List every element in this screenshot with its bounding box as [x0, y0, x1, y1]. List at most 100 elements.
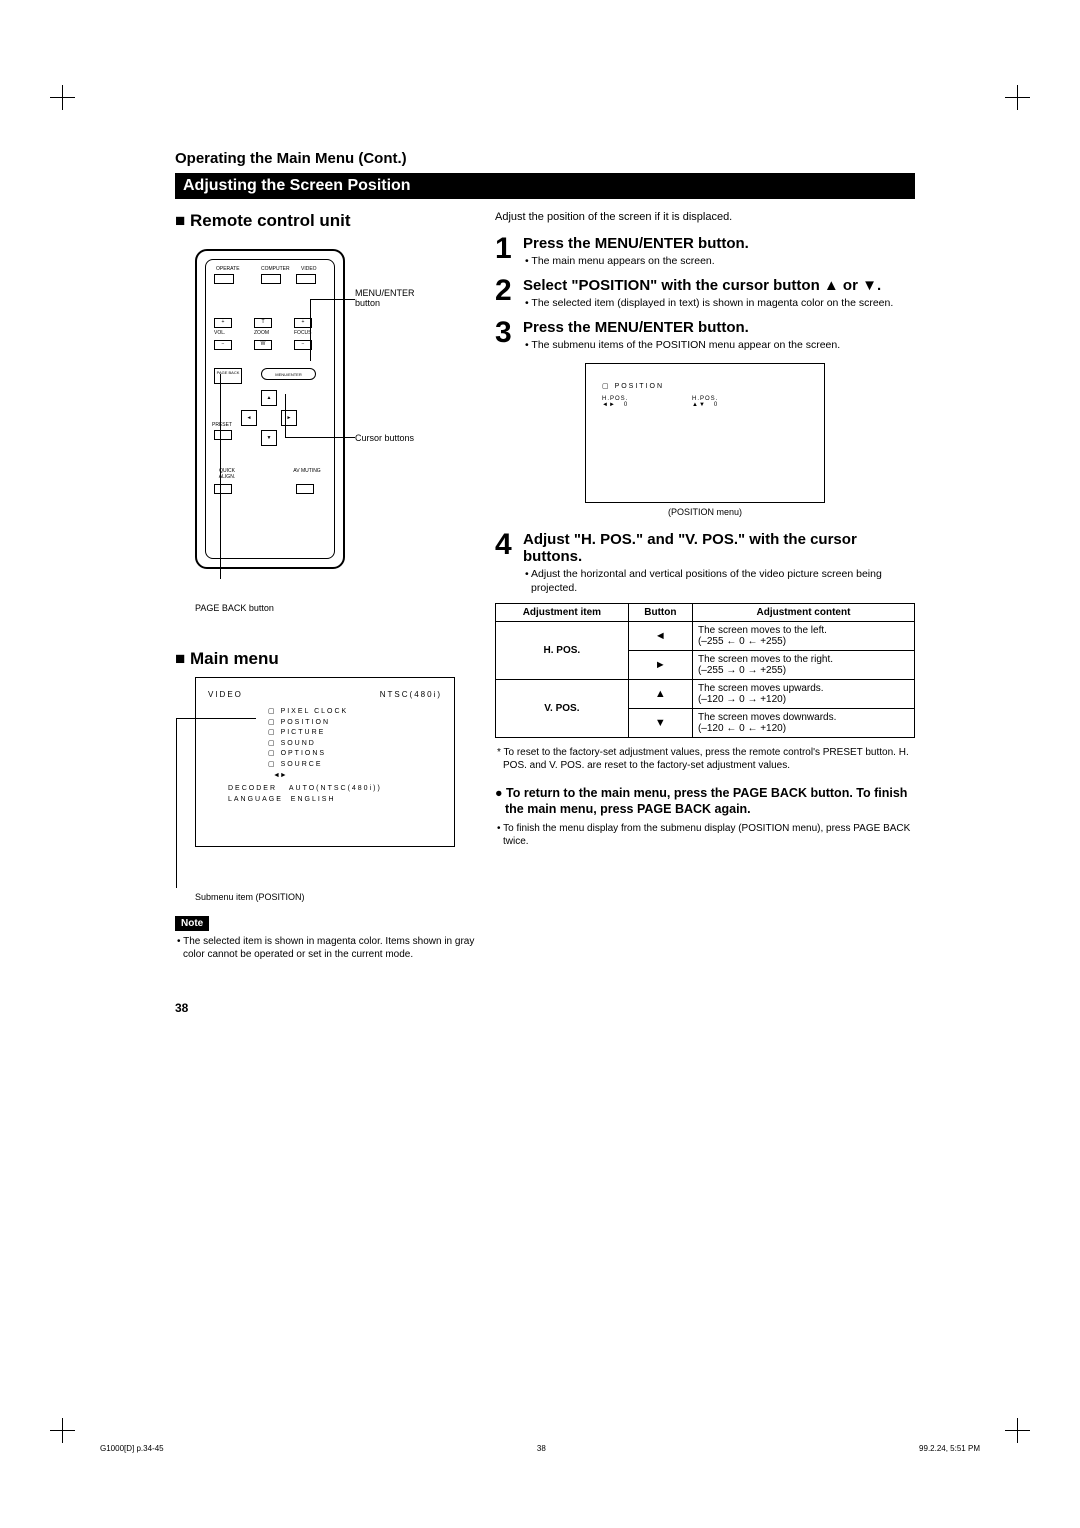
vpos-value: 0	[714, 402, 718, 408]
menu-arrows: ◄►	[273, 772, 442, 779]
page-back-callout: PAGE BACK button	[195, 603, 274, 613]
footer: G1000[D] p.34-45 38 99.2.24, 5:51 PM	[100, 1444, 980, 1453]
step-number: 4	[495, 531, 517, 596]
preset-label: PRESET	[212, 422, 232, 428]
av-muting-label: AV MUTING	[292, 468, 322, 474]
step-title: Press the MENU/ENTER button.	[523, 319, 915, 336]
lead-line	[176, 718, 177, 888]
left-column: Remote control unit OPERATE COMPUTER VID…	[175, 211, 475, 961]
position-menu-header: POSITION	[602, 382, 808, 390]
table-button: ▲	[628, 680, 692, 709]
hpos-value: 0	[624, 402, 628, 408]
cursor-callout: Cursor buttons	[355, 434, 414, 444]
preset-button	[214, 430, 232, 440]
lead-line	[310, 299, 311, 361]
note-text: • The selected item is shown in magenta …	[175, 935, 475, 961]
step-1: 1 Press the MENU/ENTER button. The main …	[495, 235, 915, 269]
section-header: Operating the Main Menu (Cont.)	[175, 150, 915, 167]
lead-line	[285, 437, 355, 438]
computer-label: COMPUTER	[261, 266, 290, 272]
zoom-t-button: T	[254, 318, 272, 328]
adjustment-table: Adjustment item Button Adjustment conten…	[495, 603, 915, 738]
step-2: 2 Select "POSITION" with the cursor butt…	[495, 277, 915, 311]
menu-item: SOUND	[268, 739, 442, 750]
crop-mark	[990, 85, 1030, 125]
cursor-down-button: ▼	[261, 430, 277, 446]
position-menu-caption: (POSITION menu)	[495, 507, 915, 517]
menu-header-right: NTSC(480i)	[380, 690, 442, 699]
remote-diagram: OPERATE COMPUTER VIDEO VOL. + − ZOOM T W	[185, 239, 435, 599]
menu-enter-button: MENU/ENTER	[261, 368, 316, 380]
menu-item: PIXEL CLOCK	[268, 707, 442, 718]
step-title: Select "POSITION" with the cursor button…	[523, 277, 915, 294]
menu-header-left: VIDEO	[208, 690, 243, 699]
menu-enter-callout: MENU/ENTER button	[355, 289, 435, 309]
position-menu-box: POSITION H.POS. ◄► 0 H.POS. ▲▼ 0	[585, 363, 825, 503]
av-muting-button	[296, 484, 314, 494]
cursor-left-button: ◄	[241, 410, 257, 426]
quick-align-button	[214, 484, 232, 494]
language-value: ENGLISH	[291, 796, 336, 803]
page-number: 38	[175, 1001, 915, 1015]
crop-mark	[990, 1403, 1030, 1443]
lead-line	[220, 374, 221, 579]
menu-item: OPTIONS	[268, 749, 442, 760]
video-label: VIDEO	[301, 266, 317, 272]
note-label: Note	[175, 916, 209, 931]
lead-line	[310, 299, 355, 300]
table-row: H. POS. ◄ The screen moves to the left.(…	[496, 622, 915, 651]
table-item: H. POS.	[496, 622, 629, 680]
menu-caption: Submenu item (POSITION)	[195, 892, 475, 902]
remote-heading: Remote control unit	[175, 211, 475, 231]
table-header: Adjustment item	[496, 604, 629, 622]
vol-minus-button: −	[214, 340, 232, 350]
lead-line	[176, 718, 256, 719]
footer-right: 99.2.24, 5:51 PM	[919, 1444, 980, 1453]
lead-line	[285, 394, 286, 438]
crop-mark	[50, 85, 90, 125]
step-number: 1	[495, 235, 517, 269]
step-title: Adjust "H. POS." and "V. POS." with the …	[523, 531, 915, 566]
decoder-label: DECODER	[228, 785, 277, 792]
reset-note: * To reset to the factory-set adjustment…	[495, 746, 915, 772]
return-bullet: To finish the menu display from the subm…	[495, 822, 915, 848]
crop-mark	[50, 1403, 90, 1443]
return-title: To return to the main menu, press the PA…	[495, 786, 915, 817]
table-content: The screen moves to the right.(–255 → 0 …	[692, 651, 914, 680]
page-back-button: PAGE BACK	[214, 368, 242, 384]
step-bullet: The main menu appears on the screen.	[531, 255, 915, 269]
step-bullet: Adjust the horizontal and vertical posit…	[531, 568, 915, 595]
table-content: The screen moves to the left.(–255 ← 0 ←…	[692, 622, 914, 651]
table-button: ►	[628, 651, 692, 680]
table-content: The screen moves upwards.(–120 → 0 → +12…	[692, 680, 914, 709]
footer-center: 38	[537, 1444, 546, 1453]
cursor-up-button: ▲	[261, 390, 277, 406]
menu-item: SOURCE	[268, 760, 442, 771]
operate-button	[214, 274, 234, 284]
page: Operating the Main Menu (Cont.) Adjustin…	[175, 150, 915, 1015]
table-item: V. POS.	[496, 680, 629, 738]
zoom-w-button: W	[254, 340, 272, 350]
table-header: Adjustment content	[692, 604, 914, 622]
step-bullet: The selected item (displayed in text) is…	[531, 297, 915, 311]
step-title: Press the MENU/ENTER button.	[523, 235, 915, 252]
operate-label: OPERATE	[216, 266, 240, 272]
step-bullet: The submenu items of the POSITION menu a…	[531, 339, 915, 353]
table-button: ◄	[628, 622, 692, 651]
menu-item: PICTURE	[268, 728, 442, 739]
step-3: 3 Press the MENU/ENTER button. The subme…	[495, 319, 915, 353]
menu-item: POSITION	[268, 718, 442, 729]
vol-label: VOL.	[214, 330, 225, 336]
main-menu-heading: Main menu	[175, 649, 475, 669]
intro-text: Adjust the position of the screen if it …	[495, 211, 915, 223]
vol-plus-button: +	[214, 318, 232, 328]
quick-align-label: QUICK ALIGN.	[212, 468, 242, 480]
table-header: Button	[628, 604, 692, 622]
table-row: V. POS. ▲ The screen moves upwards.(–120…	[496, 680, 915, 709]
zoom-label: ZOOM	[254, 330, 269, 336]
focus-label: FOCUS	[294, 330, 312, 336]
step-number: 3	[495, 319, 517, 353]
right-column: Adjust the position of the screen if it …	[495, 211, 915, 961]
video-button	[296, 274, 316, 284]
computer-button	[261, 274, 281, 284]
